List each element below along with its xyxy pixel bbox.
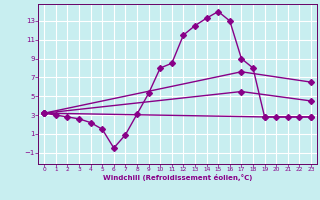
X-axis label: Windchill (Refroidissement éolien,°C): Windchill (Refroidissement éolien,°C) <box>103 174 252 181</box>
